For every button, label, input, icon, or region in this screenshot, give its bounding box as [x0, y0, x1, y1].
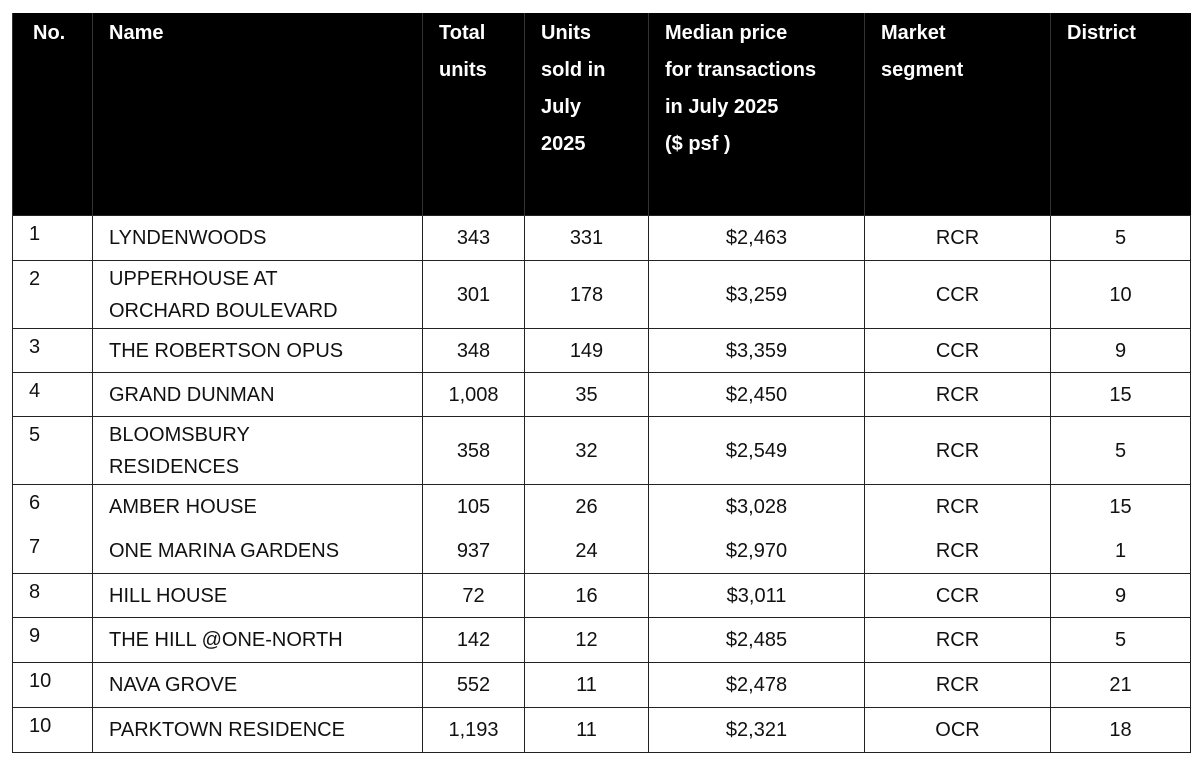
header-cell: No.: [12, 13, 93, 216]
table-cell: ONE MARINA GARDENS: [92, 528, 423, 574]
table-cell: 552: [422, 662, 525, 708]
table-cell: 16: [524, 573, 649, 618]
table-row: 3 THE ROBERTSON OPUS 348 149 $3,359 CCR 9: [12, 328, 1191, 373]
table-cell: 1: [1050, 528, 1191, 574]
table-cell: 26: [524, 484, 649, 529]
table-cell: 348: [422, 328, 525, 373]
table-cell: 18: [1050, 707, 1191, 753]
table-row: 10 NAVA GROVE 552 11 $2,478 RCR 21: [12, 662, 1191, 708]
table-cell: RCR: [864, 662, 1051, 708]
table-cell: 15: [1050, 484, 1191, 529]
header-cell: Market segment: [864, 13, 1051, 216]
table-cell: $2,478: [648, 662, 865, 708]
table-cell: 12: [524, 617, 649, 663]
table-cell: 937: [422, 528, 525, 574]
table-cell: 7: [12, 528, 93, 574]
table-cell: 178: [524, 260, 649, 329]
table-cell: RCR: [864, 416, 1051, 485]
table-row: 1 LYNDENWOODS 343 331 $2,463 RCR 5: [12, 215, 1191, 261]
table-cell: $2,450: [648, 372, 865, 417]
table-cell: 1: [12, 215, 93, 261]
table-cell: 10: [12, 662, 93, 708]
header-cell: Units sold in July 2025: [524, 13, 649, 216]
header-row: No. Name Total units Units sold in July 202…: [12, 13, 1191, 216]
table-cell: 5: [1050, 617, 1191, 663]
table-row: 9 THE HILL @ONE-NORTH 142 12 $2,485 RCR 5: [12, 617, 1191, 663]
table-cell: 11: [524, 707, 649, 753]
table-cell: 11: [524, 662, 649, 708]
table-cell: 32: [524, 416, 649, 485]
table-cell: $2,970: [648, 528, 865, 574]
table-cell: RCR: [864, 372, 1051, 417]
header-cell: District: [1050, 13, 1191, 216]
table-cell: 4: [12, 372, 93, 417]
table-cell: 9: [1050, 573, 1191, 618]
table-row: 5 BLOOMSBURY RESIDENCES 358 32 $2,549 RCR 5: [12, 416, 1191, 485]
table-row: 4 GRAND DUNMAN 1,008 35 $2,450 RCR 15: [12, 372, 1191, 417]
table-cell: THE ROBERTSON OPUS: [92, 328, 423, 373]
table-cell: 5: [1050, 215, 1191, 261]
table-cell: RCR: [864, 215, 1051, 261]
table-cell: $2,463: [648, 215, 865, 261]
table-cell: 5: [12, 416, 93, 485]
table-cell: 6: [12, 484, 93, 529]
table-body: 1 LYNDENWOODS 343 331 $2,463 RCR 5 2 UPPERHOUSE …: [12, 215, 1191, 753]
table-cell: AMBER HOUSE: [92, 484, 423, 529]
table-cell: 331: [524, 215, 649, 261]
table-cell: $2,321: [648, 707, 865, 753]
header-cell: Name: [92, 13, 423, 216]
table-cell: 2: [12, 260, 93, 329]
table-cell: $2,485: [648, 617, 865, 663]
table-cell: $3,359: [648, 328, 865, 373]
table-cell: 142: [422, 617, 525, 663]
table-cell: CCR: [864, 573, 1051, 618]
table-cell: RCR: [864, 528, 1051, 574]
table-cell: 105: [422, 484, 525, 529]
table-cell: RCR: [864, 617, 1051, 663]
header-cell: Median price for transactions in July 20…: [648, 13, 865, 216]
table-cell: 5: [1050, 416, 1191, 485]
table-cell: $3,028: [648, 484, 865, 529]
table-cell: 10: [12, 707, 93, 753]
table-cell: 1,193: [422, 707, 525, 753]
table-row: 7 ONE MARINA GARDENS 937 24 $2,970 RCR 1: [12, 528, 1191, 574]
table-cell: NAVA GROVE: [92, 662, 423, 708]
table-row: 10 PARKTOWN RESIDENCE 1,193 11 $2,321 OCR 18: [12, 707, 1191, 753]
table-row: 8 HILL HOUSE 72 16 $3,011 CCR 9: [12, 573, 1191, 618]
table-cell: UPPERHOUSE AT ORCHARD BOULEVARD: [92, 260, 423, 329]
table-cell: OCR: [864, 707, 1051, 753]
table-row: 2 UPPERHOUSE AT ORCHARD BOULEVARD 301 178 $3…: [12, 260, 1191, 329]
sales-table: No. Name Total units Units sold in July 202…: [12, 13, 1191, 753]
table-cell: 149: [524, 328, 649, 373]
table-cell: 10: [1050, 260, 1191, 329]
table-cell: $2,549: [648, 416, 865, 485]
table-cell: PARKTOWN RESIDENCE: [92, 707, 423, 753]
table-cell: 9: [1050, 328, 1191, 373]
table-cell: CCR: [864, 260, 1051, 329]
table-cell: 24: [524, 528, 649, 574]
table-cell: 3: [12, 328, 93, 373]
table-cell: 21: [1050, 662, 1191, 708]
header-cell: Total units: [422, 13, 525, 216]
table-cell: BLOOMSBURY RESIDENCES: [92, 416, 423, 485]
table-cell: GRAND DUNMAN: [92, 372, 423, 417]
table-cell: 358: [422, 416, 525, 485]
table-cell: 1,008: [422, 372, 525, 417]
table-cell: 9: [12, 617, 93, 663]
table-cell: $3,259: [648, 260, 865, 329]
table-cell: 72: [422, 573, 525, 618]
table-cell: $3,011: [648, 573, 865, 618]
table-cell: 343: [422, 215, 525, 261]
table-cell: 301: [422, 260, 525, 329]
table-cell: LYNDENWOODS: [92, 215, 423, 261]
table-cell: 35: [524, 372, 649, 417]
table-cell: THE HILL @ONE-NORTH: [92, 617, 423, 663]
table-cell: 15: [1050, 372, 1191, 417]
table-cell: HILL HOUSE: [92, 573, 423, 618]
table-cell: CCR: [864, 328, 1051, 373]
table-row: 6 AMBER HOUSE 105 26 $3,028 RCR 15: [12, 484, 1191, 529]
table-cell: 8: [12, 573, 93, 618]
table-cell: RCR: [864, 484, 1051, 529]
